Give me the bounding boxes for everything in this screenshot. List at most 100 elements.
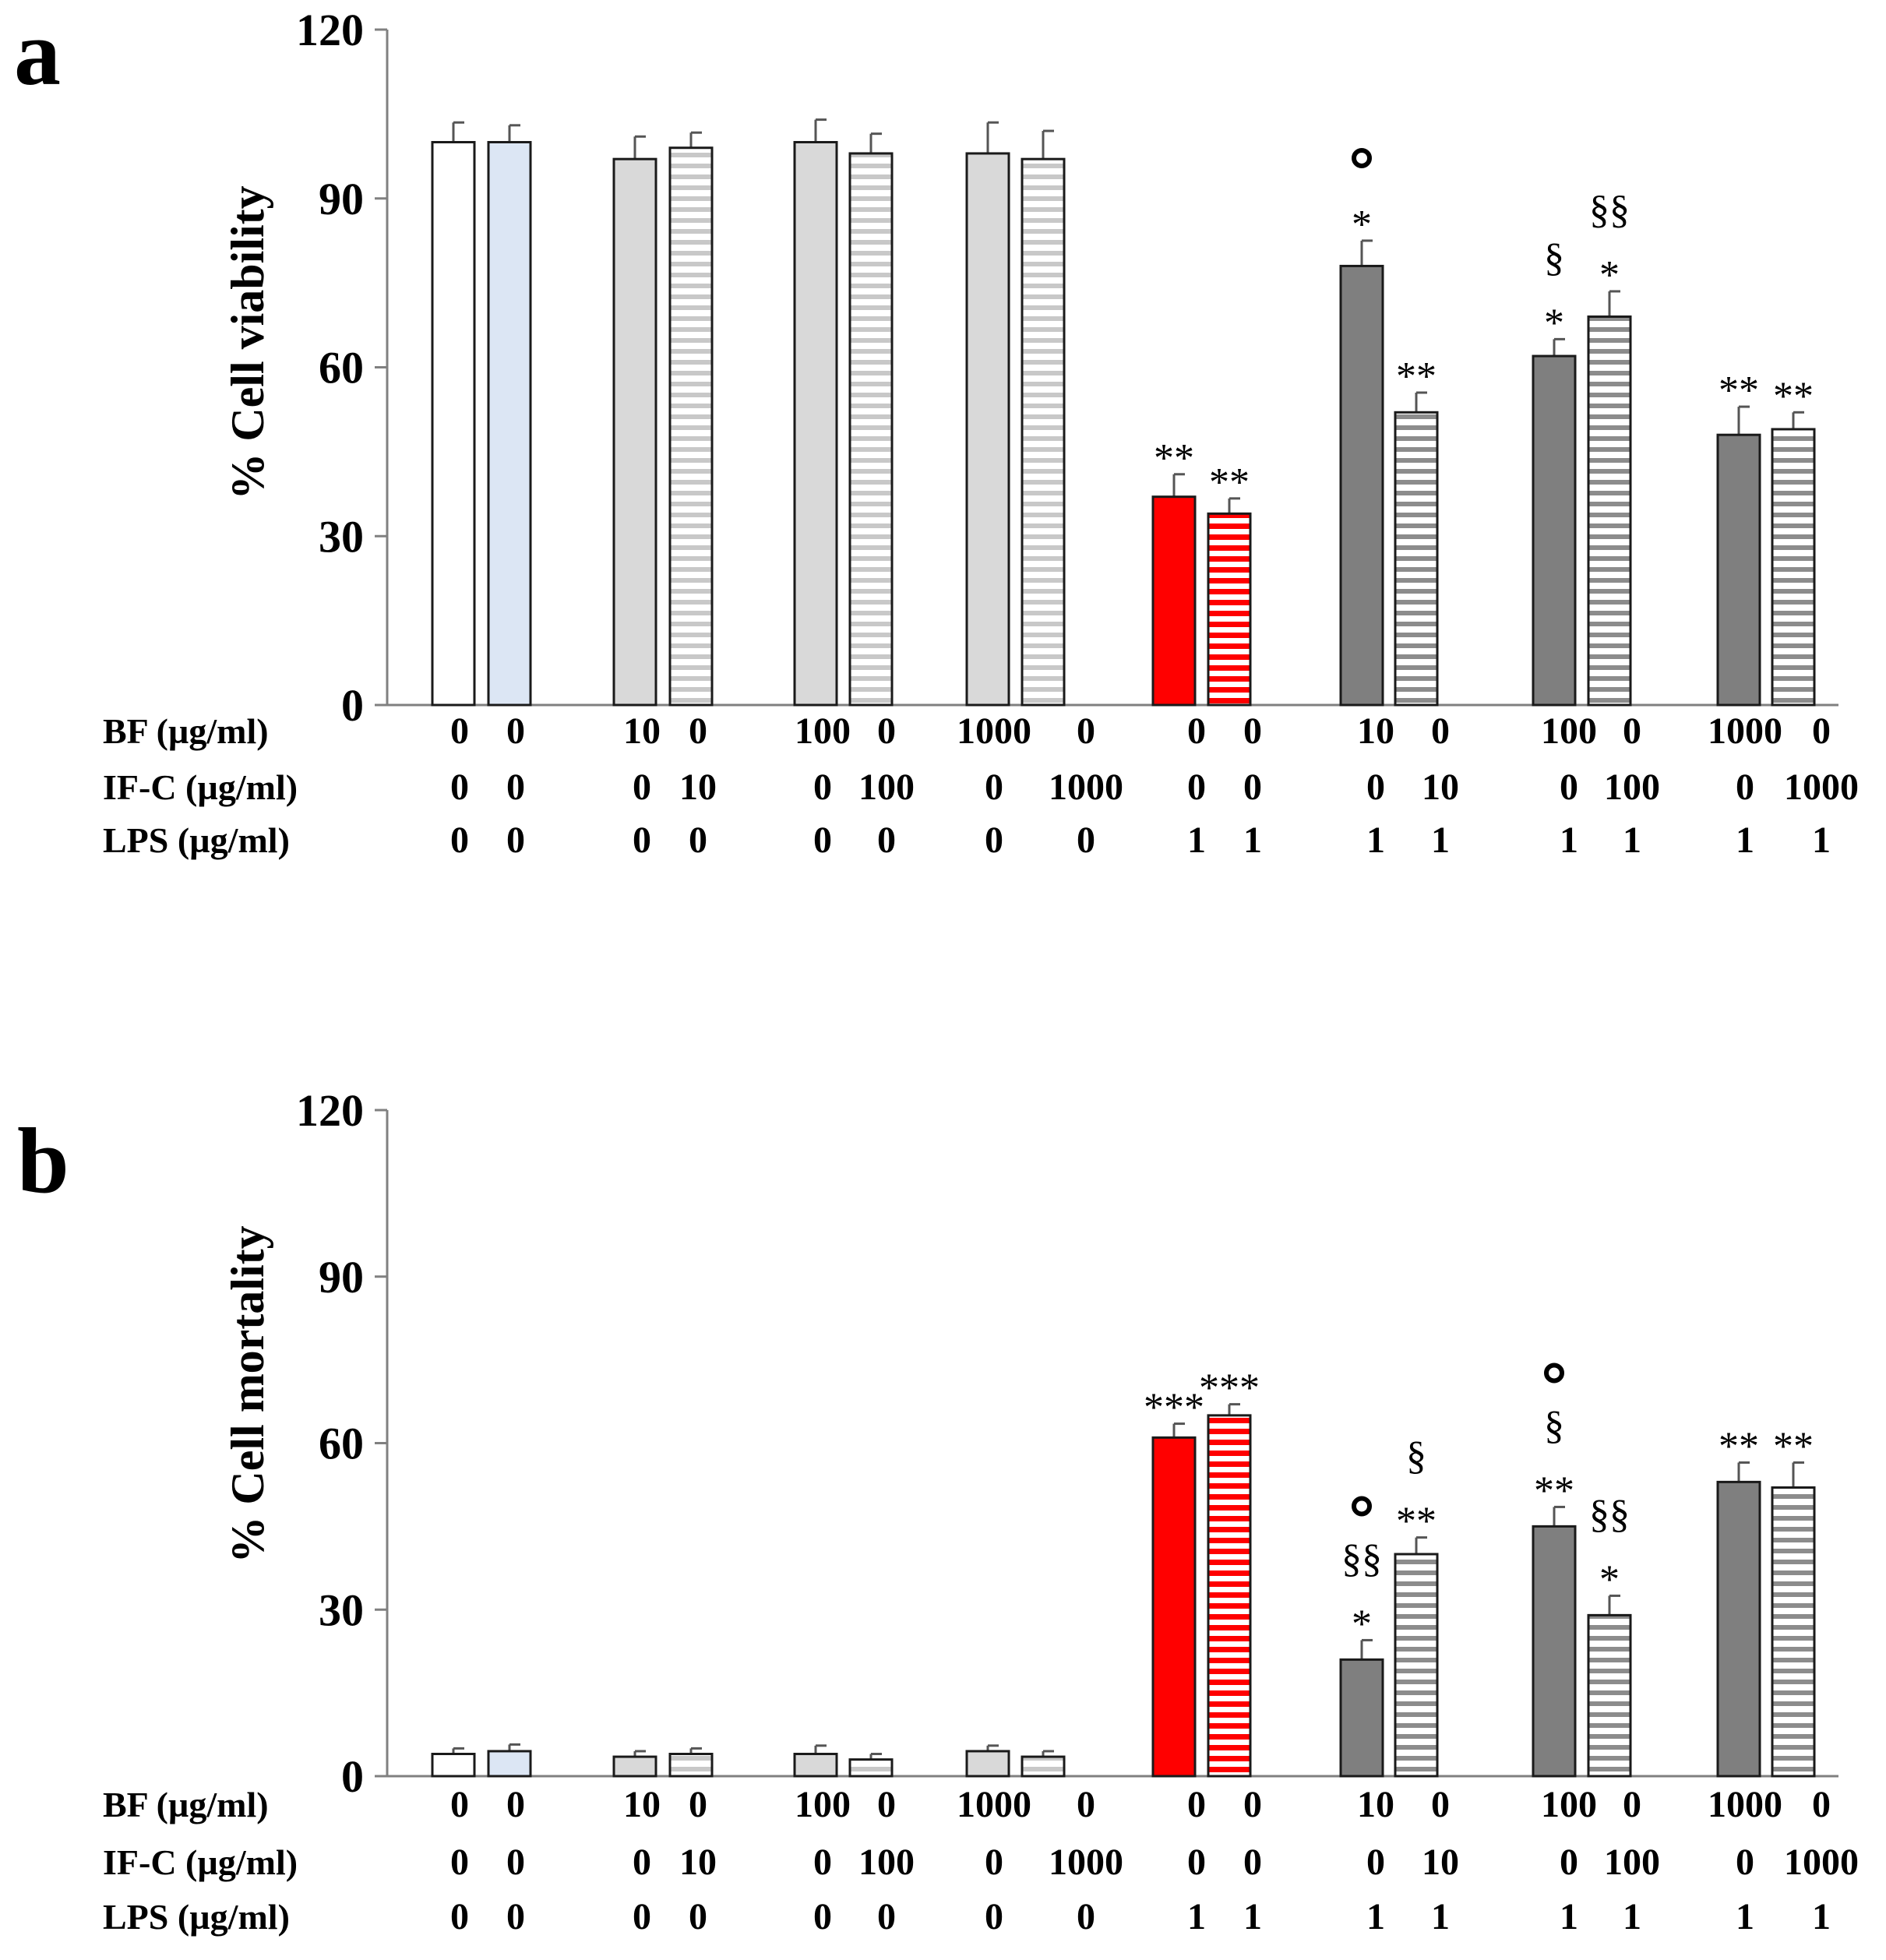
bar <box>848 152 894 707</box>
bar <box>1207 512 1252 707</box>
table-cell: 0 <box>633 820 651 861</box>
table-cell: 0 <box>813 820 832 861</box>
annotation-label: ** <box>1719 1424 1759 1468</box>
bar <box>1587 315 1632 707</box>
table-cell: 10 <box>1357 710 1394 752</box>
bar <box>1151 495 1197 707</box>
table-cell: 0 <box>633 1896 651 1937</box>
annotation-label: ** <box>1719 368 1759 413</box>
table-cell: 1000 <box>957 710 1031 752</box>
table-cell: 1 <box>1187 1896 1206 1937</box>
bar <box>965 152 1010 707</box>
y-tick-label: 0 <box>341 680 364 731</box>
table-cell: 0 <box>1187 710 1206 752</box>
table-cell: 1 <box>1366 1896 1385 1937</box>
table-cell: 0 <box>689 820 707 861</box>
y-axis-title: % Cell mortality <box>222 1225 273 1563</box>
table-cell: 0 <box>633 767 651 808</box>
table-cell: 10 <box>1422 1842 1459 1883</box>
table-cell: 1 <box>1812 1896 1831 1937</box>
table-cell: 0 <box>1560 1842 1578 1883</box>
panel-letter: b <box>17 1109 69 1212</box>
table-cell: 0 <box>1366 767 1385 808</box>
table-cell: 0 <box>506 1842 525 1883</box>
y-tick-label: 90 <box>319 1252 364 1303</box>
table-cell: 100 <box>1541 710 1597 752</box>
table-cell: 1000 <box>1784 1842 1859 1883</box>
y-tick-label: 30 <box>319 511 364 562</box>
bar <box>1394 411 1439 707</box>
table-row-label: BF (µg/ml) <box>103 1785 269 1824</box>
bar <box>1021 1755 1066 1778</box>
bar <box>1532 1525 1577 1778</box>
annotation-label: * <box>1599 1557 1620 1602</box>
table-cell: 0 <box>1243 767 1262 808</box>
table-row-label: LPS (µg/ml) <box>103 1897 290 1937</box>
table-cell: 0 <box>1623 710 1641 752</box>
table-cell: 0 <box>450 820 469 861</box>
table-cell: 0 <box>1560 767 1578 808</box>
y-tick-label: 60 <box>319 1419 364 1469</box>
table-cell: 1 <box>1560 1896 1578 1937</box>
table-cell: 0 <box>1077 1784 1095 1825</box>
bar <box>431 141 476 707</box>
bar <box>487 1750 532 1778</box>
y-tick-label: 60 <box>319 343 364 393</box>
y-tick-label: 90 <box>319 174 364 224</box>
table-cell: 0 <box>506 1896 525 1937</box>
table-cell: 0 <box>1077 1896 1095 1937</box>
annotation-label: §§ <box>1589 1492 1630 1536</box>
table-cell: 0 <box>877 710 896 752</box>
table-cell: 0 <box>1812 1784 1831 1825</box>
table-cell: 0 <box>985 1896 1003 1937</box>
bar <box>1771 428 1816 707</box>
table-cell: 0 <box>450 710 469 752</box>
table-cell: 0 <box>633 1842 651 1883</box>
annotation-label: § <box>1406 1434 1426 1479</box>
y-tick-label: 0 <box>341 1751 364 1802</box>
table-cell: 100 <box>858 1842 915 1883</box>
annotation-label: §§ <box>1589 188 1630 232</box>
bar <box>1587 1613 1632 1778</box>
table-cell: 100 <box>795 710 851 752</box>
table-cell: 0 <box>506 767 525 808</box>
table-cell: 1 <box>1736 1896 1754 1937</box>
table-row-label: IF-C (µg/ml) <box>103 767 298 807</box>
table-cell: 0 <box>1187 1842 1206 1883</box>
table-cell: 100 <box>858 767 915 808</box>
annotation-label: *** <box>1199 1366 1260 1411</box>
table-cell: 0 <box>877 820 896 861</box>
table-cell: 0 <box>1431 1784 1450 1825</box>
bar <box>1151 1436 1197 1778</box>
table-cell: 1000 <box>1708 710 1782 752</box>
table-cell: 0 <box>506 820 525 861</box>
bar <box>848 1758 894 1778</box>
table-cell: 1 <box>1812 820 1831 861</box>
table-row-label: BF (µg/ml) <box>103 711 269 751</box>
table-cell: 0 <box>1243 710 1262 752</box>
table-cell: 0 <box>506 1784 525 1825</box>
table-cell: 0 <box>450 767 469 808</box>
table-cell: 0 <box>877 1896 896 1937</box>
table-cell: 0 <box>1736 1842 1754 1883</box>
table-cell: 0 <box>450 1784 469 1825</box>
table-cell: 100 <box>1541 1784 1597 1825</box>
table-cell: 0 <box>1077 820 1095 861</box>
table-cell: 0 <box>1243 1842 1262 1883</box>
table-cell: 0 <box>877 1784 896 1825</box>
table-cell: 1 <box>1736 820 1754 861</box>
table-row-label: LPS (µg/ml) <box>103 820 290 860</box>
y-tick-label: 30 <box>319 1585 364 1635</box>
annotation-degree <box>1544 1362 1564 1384</box>
annotation-label: ** <box>1396 1500 1437 1544</box>
bar <box>612 157 657 707</box>
table-cell: 1000 <box>1784 767 1859 808</box>
table-cell: 0 <box>985 1842 1003 1883</box>
annotation-degree <box>1352 147 1372 168</box>
table-cell: 10 <box>679 1842 717 1883</box>
table-cell: 0 <box>1431 710 1450 752</box>
table-cell: 1 <box>1366 820 1385 861</box>
annotation-label: ** <box>1154 436 1194 481</box>
